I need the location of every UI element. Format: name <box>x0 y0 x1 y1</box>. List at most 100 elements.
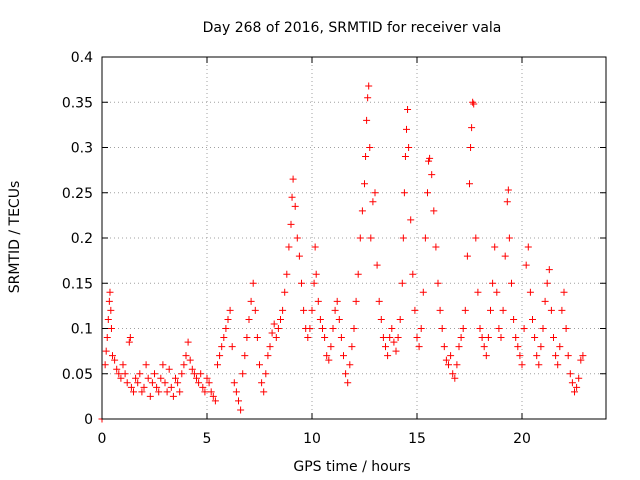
data-point <box>533 352 541 360</box>
data-point <box>539 325 547 332</box>
data-point <box>331 306 339 314</box>
x-tick-label: 0 <box>98 431 107 447</box>
data-point <box>308 306 316 314</box>
data-point <box>560 288 568 296</box>
data-point <box>455 343 463 351</box>
data-point <box>232 388 240 396</box>
data-point <box>258 379 266 387</box>
data-point <box>537 343 545 351</box>
data-point <box>289 175 297 183</box>
data-point <box>476 325 484 332</box>
data-point <box>274 325 282 332</box>
data-point <box>377 315 385 323</box>
data-point <box>432 243 440 251</box>
data-point <box>510 315 518 323</box>
data-point <box>291 202 299 210</box>
data-point <box>453 361 461 369</box>
data-point <box>442 356 450 364</box>
data-point <box>361 180 368 188</box>
data-point <box>323 352 331 360</box>
data-point <box>440 343 448 351</box>
data-point <box>121 370 129 378</box>
data-point <box>101 361 109 369</box>
data-point <box>285 243 293 251</box>
data-point <box>388 325 396 332</box>
data-point <box>411 306 419 314</box>
data-point <box>468 124 476 132</box>
data-point <box>466 180 473 188</box>
data-point <box>316 315 324 323</box>
data-point <box>417 325 425 332</box>
data-point <box>407 216 415 224</box>
data-point <box>333 297 341 305</box>
data-point <box>207 388 215 396</box>
data-point <box>218 343 226 351</box>
data-point <box>312 270 320 278</box>
y-axis-label: SRMTID / TECUs <box>7 181 23 294</box>
data-point <box>545 266 553 274</box>
data-point <box>180 361 188 369</box>
y-tick-label: 0.3 <box>71 141 93 157</box>
data-point <box>568 379 576 387</box>
data-point <box>247 297 255 305</box>
data-point <box>354 270 362 278</box>
data-point <box>375 297 383 305</box>
data-point <box>193 374 200 382</box>
data-point <box>512 334 520 342</box>
data-point <box>382 343 389 351</box>
data-point <box>547 306 555 314</box>
data-point <box>176 388 184 396</box>
data-point <box>392 347 400 355</box>
data-point <box>216 352 224 360</box>
data-point <box>281 288 289 296</box>
data-point <box>226 306 234 314</box>
data-point <box>311 243 319 251</box>
data-point <box>249 279 257 287</box>
data-point <box>421 234 429 242</box>
data-point <box>459 325 467 332</box>
data-point <box>103 334 111 342</box>
data-point <box>119 361 127 369</box>
y-tick-label: 0 <box>84 412 93 428</box>
data-point <box>182 352 190 360</box>
data-point <box>480 343 488 351</box>
data-point <box>366 144 374 151</box>
data-point <box>340 352 347 360</box>
data-point <box>371 189 379 197</box>
data-point <box>264 352 272 360</box>
data-point <box>293 234 301 242</box>
data-point <box>165 365 173 373</box>
data-point <box>419 288 427 296</box>
data-point <box>107 325 115 332</box>
data-point <box>404 105 412 113</box>
axes: 0 0.05 0.1 0.15 0.2 0.25 0.3 0.35 0.4 0 5 10 15 20 <box>62 50 607 447</box>
data-point <box>350 325 358 332</box>
data-point <box>518 361 526 369</box>
data-point <box>268 329 276 337</box>
data-point <box>279 306 287 314</box>
y-tick-label: 0.05 <box>62 367 93 383</box>
data-point <box>109 352 116 360</box>
data-point <box>401 153 409 161</box>
data-point <box>159 361 167 369</box>
data-point <box>445 361 452 369</box>
data-point <box>469 98 477 106</box>
data-point <box>167 383 175 391</box>
data-point <box>155 388 163 396</box>
data-point <box>163 388 171 396</box>
data-point <box>352 297 360 305</box>
data-point <box>239 370 247 378</box>
data-point <box>566 370 574 378</box>
data-point <box>209 392 217 400</box>
data-point <box>543 279 551 287</box>
data-point <box>148 379 156 387</box>
data-point <box>126 334 134 342</box>
data-point <box>373 261 381 269</box>
data-point <box>491 243 499 251</box>
data-point <box>178 370 186 378</box>
data-point <box>447 352 455 360</box>
data-point <box>220 334 228 342</box>
data-point <box>474 288 482 296</box>
